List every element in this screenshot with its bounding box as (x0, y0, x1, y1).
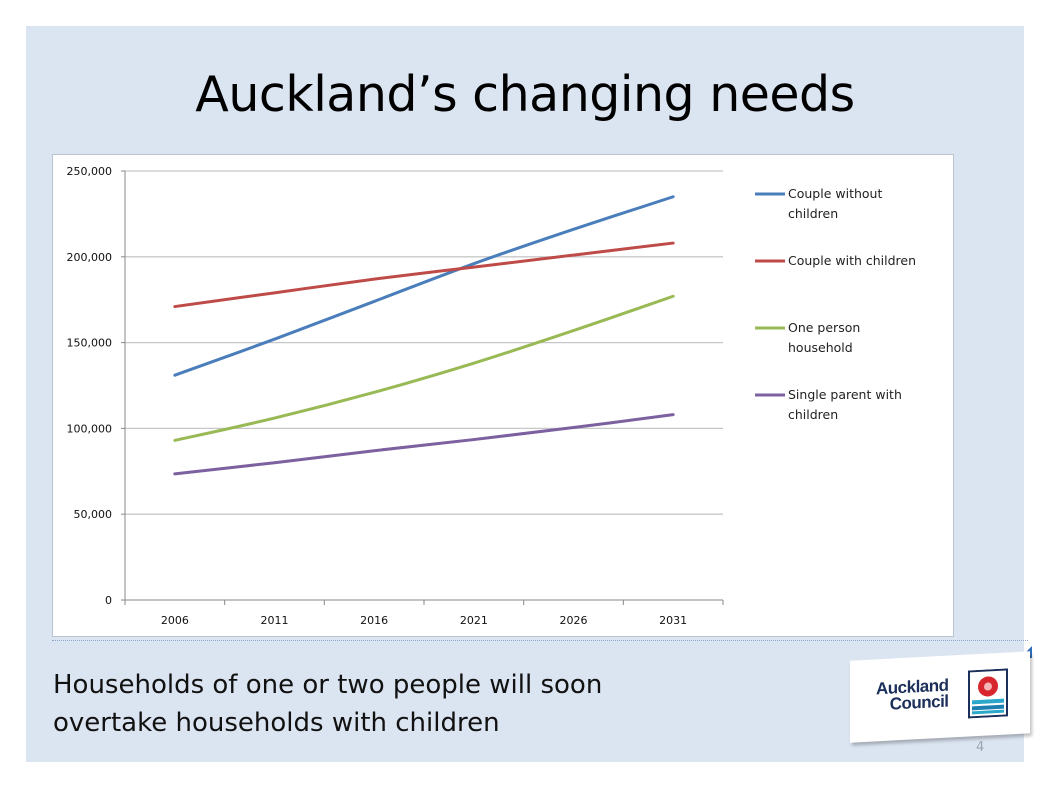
logo-wordmark: Auckland Council (876, 676, 949, 714)
legend-label: One person (788, 320, 860, 335)
series-line (173, 241, 675, 309)
y-tick-label: 50,000 (74, 508, 113, 521)
slide-title: Auckland’s changing needs (195, 66, 855, 123)
x-tick-label: 2031 (659, 614, 687, 627)
series-line (173, 413, 675, 476)
x-tick-label: 2016 (360, 614, 388, 627)
y-tick-label: 150,000 (67, 337, 113, 350)
auckland-council-logo: Auckland Council (850, 651, 1030, 743)
caption-line-1: Households of one or two people will soo… (53, 670, 603, 700)
page-number: 4 (976, 740, 985, 755)
pohutukawa-icon (968, 668, 1008, 719)
x-tick-label: 2026 (560, 614, 588, 627)
legend-label: children (788, 206, 838, 221)
series-line (173, 294, 675, 442)
x-tick-label: 2021 (460, 614, 488, 627)
line-chart: 0 50,000 100,000 150,000 200,000 250,000 2006 2… (67, 165, 917, 627)
y-tick-label: 100,000 (67, 422, 113, 435)
divider-line (52, 640, 1028, 641)
y-tick-label: 200,000 (67, 251, 113, 264)
y-tick-label: 0 (105, 594, 112, 607)
legend-label: Couple without (788, 186, 882, 201)
slide-caption: Households of one or two people will soo… (53, 666, 813, 742)
chart-area (52, 154, 954, 637)
x-tick-label: 2011 (261, 614, 289, 627)
legend-label: Single parent with (788, 387, 902, 402)
legend-label: Couple with children (788, 253, 916, 268)
legend-label: household (788, 340, 853, 355)
series-line (173, 195, 675, 377)
x-tick-label: 2006 (161, 614, 189, 627)
caption-line-2: overtake households with children (53, 708, 500, 738)
legend-label: children (788, 407, 838, 422)
y-tick-label: 250,000 (67, 165, 113, 178)
